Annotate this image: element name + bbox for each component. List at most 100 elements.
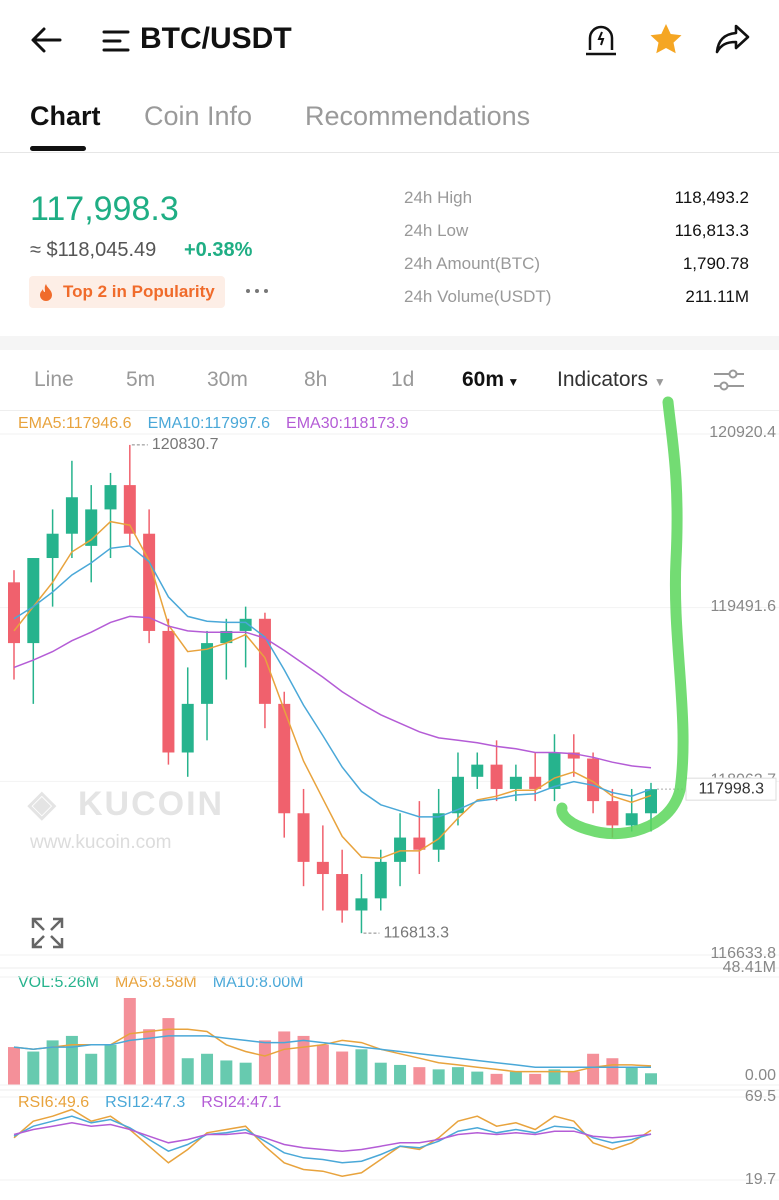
legend-entry: VOL:5.26M (18, 974, 99, 991)
candle-body (8, 582, 20, 644)
interval[interactable]: Line (34, 368, 74, 391)
candle-body (548, 752, 561, 789)
volume-ma-line (13, 1035, 651, 1068)
volume-bar (413, 1067, 426, 1085)
legend-entry: MA10:8.00M (213, 974, 304, 991)
interval[interactable]: 1d (391, 368, 415, 391)
volume-bar (8, 1047, 20, 1085)
badge-text: Top 2 in Popularity (63, 282, 215, 301)
candle-body (374, 861, 387, 899)
ema-line (13, 615, 652, 769)
ema-line (13, 545, 652, 818)
candle-body (645, 789, 657, 814)
indicators-button[interactable]: Indicators ▼ (557, 368, 666, 391)
volume-bar (587, 1053, 600, 1085)
candle-body (336, 874, 349, 911)
legend-entry: EMA5:117946.6 (18, 415, 132, 432)
candle-body (104, 485, 117, 510)
volume-bar (123, 997, 136, 1085)
candle-body (471, 764, 484, 777)
legend-entry: RSI6:49.6 (18, 1094, 89, 1111)
candle-body (201, 643, 214, 704)
candle-body (587, 758, 600, 802)
settings-icon[interactable] (712, 367, 746, 393)
volume-bar (46, 1040, 59, 1085)
stat-label: 24h Volume(USDT) (404, 287, 552, 306)
last-price-box (685, 777, 777, 801)
divider (0, 410, 779, 411)
last-price-label: 117998.3 (698, 780, 764, 797)
volume-bar (529, 1073, 542, 1085)
y-tick-label: 119491.6 (710, 598, 776, 615)
indicators-label: Indicators (557, 368, 649, 391)
stat-value: 211.11M (685, 287, 749, 306)
volume-bar (394, 1064, 407, 1085)
volume-bar (181, 1058, 194, 1085)
volume-bar (509, 1071, 522, 1085)
volume-bar (336, 1051, 349, 1085)
popularity-badge[interactable]: Top 2 in Popularity (29, 276, 225, 308)
share-icon[interactable] (714, 22, 752, 56)
extreme-label: 120830.7 (152, 436, 219, 453)
tab-active[interactable]: Chart (30, 101, 101, 131)
back-button[interactable] (28, 24, 64, 56)
stat-label: 24h Amount(BTC) (404, 254, 541, 273)
candle-body (278, 703, 291, 814)
volume-bar (355, 1049, 368, 1085)
y-tick-label: 69.5 (745, 1088, 776, 1105)
volume-bar (471, 1071, 484, 1085)
candle-body (490, 764, 503, 789)
candle-body (355, 898, 368, 911)
ema-line (13, 520, 652, 859)
favorite-star[interactable] (648, 22, 684, 56)
stat-label: 24h High (404, 188, 473, 207)
candle-body (413, 837, 426, 850)
candle-body (258, 618, 271, 704)
candle-body (123, 485, 136, 534)
menu-icon[interactable] (102, 28, 130, 54)
volume-bar (490, 1073, 503, 1085)
volume-bar (220, 1060, 233, 1085)
fire-icon (40, 284, 52, 301)
stat-value: 116,813.3 (674, 221, 749, 240)
interval[interactable]: 5m (126, 368, 156, 391)
interval[interactable]: 8h (304, 368, 328, 391)
interval-active[interactable]: 60m ▼ (462, 368, 520, 391)
y-tick-label: 116633.8 (710, 945, 776, 962)
candle-body (297, 813, 310, 862)
legend-entry: MA5:8.58M (115, 974, 197, 991)
price-change: +0.38% (184, 239, 253, 261)
candle-body (220, 630, 233, 644)
tab-underline (30, 146, 86, 151)
tab[interactable]: Coin Info (144, 101, 253, 131)
volume-bar (451, 1067, 464, 1085)
watermark-brand: KUCOIN (78, 785, 224, 823)
section-gap (0, 336, 779, 350)
volume-bar (278, 1031, 291, 1085)
usd-price: ≈ $118,045.49 (30, 239, 157, 261)
divider (0, 152, 779, 153)
alert-icon[interactable] (584, 22, 618, 58)
volume-bar (162, 1018, 175, 1085)
interval[interactable]: 30m (207, 368, 248, 391)
volume-bar (645, 1073, 657, 1085)
pair-title[interactable]: BTC/USDT (140, 22, 292, 55)
rsi-line (13, 1115, 652, 1164)
expand-icon[interactable] (31, 917, 64, 949)
volume-bar (104, 1044, 117, 1085)
candle-body (567, 752, 580, 759)
candle-body (143, 533, 156, 631)
volume-bar (85, 1053, 98, 1085)
legend-entry: EMA30:118173.9 (286, 415, 409, 432)
candle-body (162, 630, 175, 753)
volume-bar (143, 1029, 156, 1085)
watermark-logo: ◈ (27, 783, 57, 824)
volume-ma-line (13, 1028, 652, 1073)
tab[interactable]: Recommendations (305, 101, 531, 131)
more-icon[interactable] (244, 286, 270, 296)
candle-body (509, 776, 522, 789)
candle-body (451, 776, 464, 814)
candle-body (46, 533, 59, 559)
candle-body (625, 813, 638, 826)
